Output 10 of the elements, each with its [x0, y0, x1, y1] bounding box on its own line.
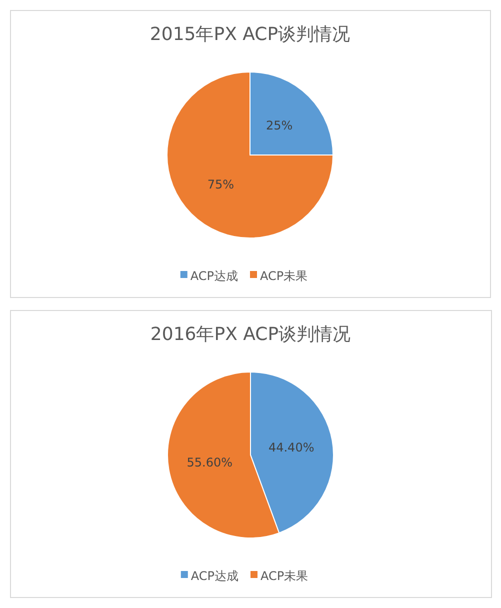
chart-title: 2015年PX ACP谈判情况	[150, 24, 350, 45]
data-label: 75%	[207, 177, 234, 192]
data-label: 55.60%	[186, 455, 233, 470]
legend-label: ACP达成	[190, 569, 238, 583]
legend-label: ACP未果	[260, 269, 308, 283]
data-label: 25%	[266, 118, 293, 133]
chart-title: 2016年PX ACP谈判情况	[150, 324, 351, 345]
legend-label: ACP达成	[190, 269, 238, 283]
legend-label: ACP未果	[260, 569, 308, 583]
data-label: 44.40%	[268, 440, 314, 455]
